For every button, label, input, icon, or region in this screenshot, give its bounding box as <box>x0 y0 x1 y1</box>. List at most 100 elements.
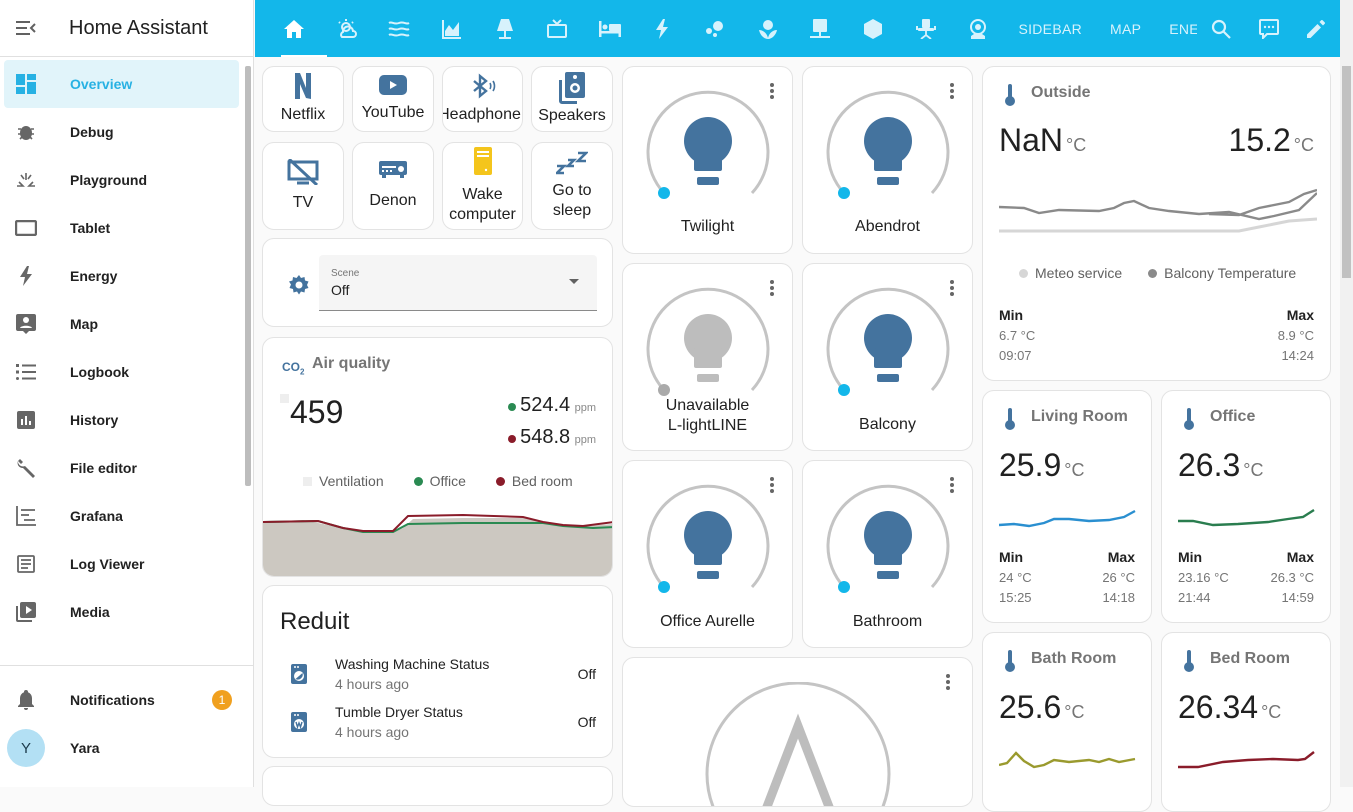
more-vert-icon[interactable] <box>770 83 774 99</box>
sidebar-list: Overview Debug Playground Tablet Energy … <box>0 60 243 650</box>
tab-map[interactable]: MAP <box>1110 20 1142 37</box>
row-name: Tumble Dryer Status <box>335 704 463 720</box>
edit-button[interactable] <box>1292 19 1340 38</box>
outside-temp-card[interactable]: Outside NaN °C 15.2 °C Meteo service Balco… <box>982 66 1331 381</box>
sidebar-item-tablet[interactable]: Tablet <box>4 204 239 252</box>
alarm-card[interactable] <box>622 657 973 807</box>
more-vert-icon[interactable] <box>770 477 774 493</box>
sidebar-scrollbar[interactable] <box>245 66 251 486</box>
flower-icon <box>758 19 777 39</box>
sidebar-bottom: Notifications 1 Y Yara <box>0 665 253 772</box>
row-time: 4 hours ago <box>335 724 409 740</box>
tab-flash[interactable] <box>636 0 689 57</box>
tab-bubbles[interactable] <box>689 0 742 57</box>
text-box-icon <box>4 555 48 573</box>
more-vert-icon[interactable] <box>950 280 954 296</box>
living-room-temp-card[interactable]: Living Room 25.9 °C Min 24 °C 15:25 Max 26 °… <box>982 390 1152 623</box>
button-speakers[interactable]: Speakers <box>531 66 613 132</box>
button-wake-computer[interactable]: Wake computer <box>442 142 523 230</box>
tab-sidebar[interactable]: SIDEBAR <box>1018 20 1082 37</box>
home-icon <box>284 19 305 38</box>
light-card-abendrot[interactable]: Abendrot <box>802 66 973 254</box>
tab-waves[interactable] <box>373 0 426 57</box>
sidebar-item-overview[interactable]: Overview <box>4 60 239 108</box>
sidebar-user[interactable]: Y Yara <box>4 724 249 772</box>
partial-card <box>262 766 613 806</box>
sidebar-header: Home Assistant <box>0 0 253 57</box>
more-vert-icon[interactable] <box>950 477 954 493</box>
row-name: Washing Machine Status <box>335 656 490 672</box>
youtube-icon <box>379 75 407 95</box>
tab-chart[interactable] <box>426 0 479 57</box>
brightness-dial[interactable] <box>645 483 771 595</box>
sidebar-notifications[interactable]: Notifications 1 <box>4 676 249 724</box>
tab-server[interactable] <box>794 0 847 57</box>
assist-button[interactable] <box>1245 18 1293 39</box>
search-button[interactable] <box>1197 19 1245 39</box>
more-vert-icon[interactable] <box>950 83 954 99</box>
weather-icon <box>338 18 357 38</box>
menu-toggle-icon[interactable] <box>0 21 52 35</box>
bed-room-temp-card[interactable]: Bed Room 26.34 °C <box>1161 632 1331 812</box>
sidebar-item-log-viewer[interactable]: Log Viewer <box>4 540 239 588</box>
brightness-dial[interactable] <box>825 286 951 398</box>
tab-home[interactable] <box>268 0 327 57</box>
app-title: Home Assistant <box>69 16 208 39</box>
button-youtube[interactable]: YouTube <box>352 66 434 132</box>
page-scrollbar[interactable] <box>1340 0 1353 787</box>
tab-flower[interactable] <box>741 0 794 57</box>
sidebar-item-history[interactable]: History <box>4 396 239 444</box>
sidebar-item-energy[interactable]: Energy <box>4 252 239 300</box>
sidebar-item-file-editor[interactable]: File editor <box>4 444 239 492</box>
brightness-dial[interactable] <box>825 483 951 595</box>
button-netflix[interactable]: Netflix <box>262 66 344 132</box>
more-vert-icon[interactable] <box>946 674 950 690</box>
button-headphone[interactable]: Headphone <box>442 66 523 132</box>
sidebar-item-debug[interactable]: Debug <box>4 108 239 156</box>
lightbulb-icon <box>684 314 732 382</box>
sidebar-item-media[interactable]: Media <box>4 588 239 636</box>
brightness-dial[interactable] <box>645 89 771 201</box>
light-card-l-lightline[interactable]: Unavailable L-lightLINE <box>622 263 793 451</box>
light-card-office-aurelle[interactable]: Office Aurelle <box>622 460 793 648</box>
sidebar-item-partial[interactable] <box>4 636 239 650</box>
tab-lamp[interactable] <box>478 0 531 57</box>
search-icon <box>1211 19 1231 39</box>
light-card-twilight[interactable]: Twilight <box>622 66 793 254</box>
page-scrollbar-thumb[interactable] <box>1342 66 1351 278</box>
scene-select[interactable]: Scene Off <box>319 255 597 311</box>
chart-legend: Ventilation Office Bed room <box>303 473 573 489</box>
tablet-icon <box>4 220 48 236</box>
cog-icon <box>289 275 309 295</box>
sidebar-item-map[interactable]: Map <box>4 300 239 348</box>
lightning-icon <box>4 266 48 286</box>
tab-cube[interactable] <box>847 0 900 57</box>
button-tv[interactable]: TV <box>262 142 344 230</box>
sidebar-item-playground[interactable]: Playground <box>4 156 239 204</box>
office-temp-card[interactable]: Office 26.3 °C Min 23.16 °C 21:44 Max 26.3 °… <box>1161 390 1331 623</box>
min-block: Min 23.16 °C 21:44 <box>1178 549 1229 605</box>
button-denon[interactable]: Denon <box>352 142 434 230</box>
tab-webcam[interactable] <box>952 0 1005 57</box>
air-quality-card[interactable]: CO2 Air quality 459 524.4 ppm 548.8 ppm … <box>262 337 613 577</box>
tumble-dryer-row[interactable]: Tumble Dryer Status 4 hours ago Off <box>263 698 612 746</box>
button-label: YouTube <box>361 104 425 121</box>
tab-weather[interactable] <box>321 0 374 57</box>
light-card-bathroom[interactable]: Bathroom <box>802 460 973 648</box>
sidebar-item-grafana[interactable]: Grafana <box>4 492 239 540</box>
sidebar-item-logbook[interactable]: Logbook <box>4 348 239 396</box>
tab-energy[interactable]: ENERG <box>1169 20 1198 37</box>
bath-room-temp-card[interactable]: Bath Room 25.6 °C <box>982 632 1152 812</box>
button-go-to-sleep[interactable]: Go to sleep <box>531 142 613 230</box>
light-name: Bathroom <box>852 613 923 630</box>
tab-tv[interactable] <box>531 0 584 57</box>
max-block: Max 26.3 °C 14:59 <box>1270 549 1314 605</box>
more-vert-icon[interactable] <box>770 280 774 296</box>
tab-bed[interactable] <box>584 0 637 57</box>
tab-office-chair[interactable] <box>899 0 952 57</box>
brightness-dial[interactable] <box>825 89 951 201</box>
washing-machine-row[interactable]: Washing Machine Status 4 hours ago Off <box>263 650 612 698</box>
sidebar-item-label: Energy <box>70 268 118 284</box>
light-card-balcony[interactable]: Balcony <box>802 263 973 451</box>
thermometer-icon <box>1184 650 1194 672</box>
